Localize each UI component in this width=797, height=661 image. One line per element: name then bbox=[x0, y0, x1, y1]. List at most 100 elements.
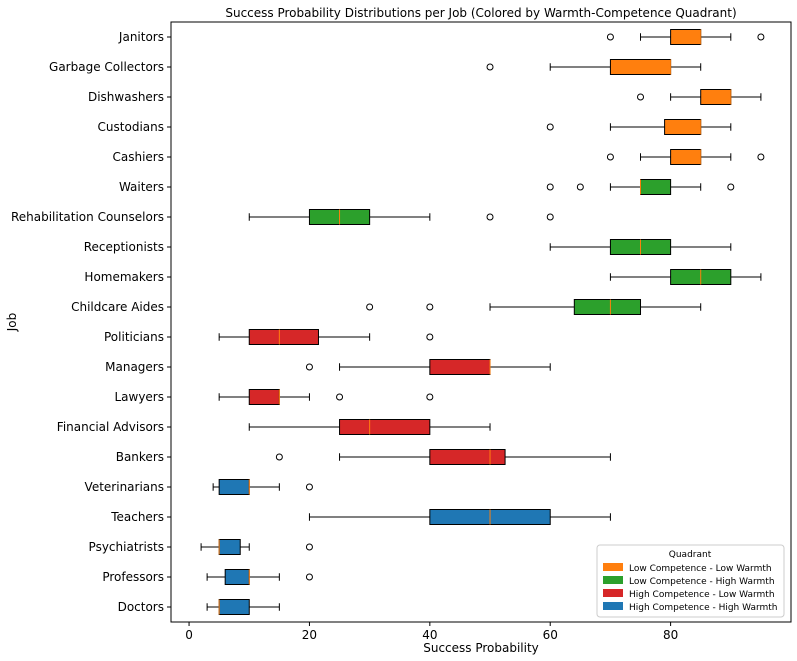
legend-item: High Competence - Low Warmth bbox=[603, 589, 775, 600]
box-doctors bbox=[206, 599, 280, 615]
box-iqr bbox=[700, 89, 732, 105]
legend-swatch bbox=[603, 589, 623, 597]
outlier-point bbox=[305, 543, 313, 551]
outlier-point bbox=[305, 573, 313, 581]
box-iqr bbox=[224, 569, 250, 585]
box-bankers bbox=[275, 449, 611, 465]
box-iqr bbox=[664, 119, 702, 135]
outlier-point bbox=[546, 213, 554, 221]
plot-frame bbox=[170, 21, 792, 623]
y-tick-label: Janitors bbox=[118, 30, 164, 44]
box-garbage-collectors bbox=[486, 59, 702, 75]
box-managers bbox=[305, 359, 551, 375]
box-iqr bbox=[670, 149, 702, 165]
y-tick-label: Waiters bbox=[119, 180, 164, 194]
legend-title: Quadrant bbox=[669, 550, 712, 560]
legend: Quadrant Low Competence - Low Warmth Low … bbox=[596, 544, 785, 618]
y-axis: Janitors Garbage Collectors Dishwashers Cus… bbox=[11, 30, 171, 614]
box-iqr bbox=[339, 419, 431, 435]
legend-item: High Competence - High Warmth bbox=[603, 602, 778, 613]
y-tick-label: Garbage Collectors bbox=[49, 60, 164, 74]
outlier-point bbox=[426, 393, 434, 401]
outlier-point bbox=[606, 153, 614, 161]
x-axis: 0 20 40 60 80 bbox=[185, 622, 678, 642]
box-financial-advisors bbox=[248, 419, 491, 435]
y-tick-label: Custodians bbox=[98, 120, 164, 134]
outlier-point bbox=[275, 453, 283, 461]
legend-item: Low Competence - High Warmth bbox=[603, 576, 775, 587]
y-tick-label: Financial Advisors bbox=[57, 420, 164, 434]
box-iqr bbox=[640, 179, 672, 195]
box-iqr bbox=[248, 389, 280, 405]
box-iqr bbox=[218, 479, 250, 495]
chart-title: Success Probability Distributions per Jo… bbox=[225, 6, 736, 20]
y-axis-label: Job bbox=[5, 313, 19, 333]
box-politicians bbox=[218, 329, 434, 345]
legend-label: High Competence - High Warmth bbox=[629, 603, 778, 613]
box-iqr bbox=[609, 59, 672, 75]
box-childcare-aides bbox=[366, 299, 702, 315]
box-iqr bbox=[670, 29, 702, 45]
boxes-layer bbox=[200, 29, 765, 615]
box-teachers bbox=[308, 509, 611, 525]
outlier-point bbox=[546, 123, 554, 131]
box-iqr bbox=[248, 329, 319, 345]
y-tick-label: Managers bbox=[105, 360, 164, 374]
outlier-point bbox=[606, 33, 614, 41]
outlier-point bbox=[426, 333, 434, 341]
y-tick-label: Lawyers bbox=[114, 390, 164, 404]
x-axis-label: Success Probability bbox=[423, 641, 539, 655]
x-tick-label: 20 bbox=[302, 628, 317, 642]
y-tick-label: Bankers bbox=[116, 450, 164, 464]
legend-item: Low Competence - Low Warmth bbox=[603, 563, 772, 574]
box-receptionists bbox=[549, 239, 732, 255]
box-psychiatrists bbox=[200, 539, 313, 555]
box-professors bbox=[206, 569, 313, 585]
legend-swatch bbox=[603, 576, 623, 584]
box-lawyers bbox=[218, 389, 434, 405]
box-iqr bbox=[573, 299, 642, 315]
y-tick-label: Doctors bbox=[118, 600, 164, 614]
y-tick-label: Receptionists bbox=[84, 240, 164, 254]
legend-swatch bbox=[603, 563, 623, 571]
outlier-point bbox=[757, 153, 765, 161]
outlier-point bbox=[486, 63, 494, 71]
outlier-point bbox=[546, 183, 554, 191]
outlier-point bbox=[727, 183, 735, 191]
box-iqr bbox=[429, 449, 506, 465]
legend-frame bbox=[596, 544, 785, 618]
outlier-point bbox=[305, 483, 313, 491]
outlier-point bbox=[486, 213, 494, 221]
box-custodians bbox=[546, 119, 732, 135]
y-tick-label: Dishwashers bbox=[88, 90, 164, 104]
x-tick-label: 40 bbox=[422, 628, 437, 642]
outlier-point bbox=[576, 183, 584, 191]
outlier-point bbox=[366, 303, 374, 311]
box-veterinarians bbox=[212, 479, 313, 495]
box-janitors bbox=[606, 29, 765, 45]
legend-swatch bbox=[603, 602, 623, 610]
y-tick-label: Rehabilitation Counselors bbox=[11, 210, 164, 224]
box-rehabilitation-counselors bbox=[248, 209, 554, 225]
y-tick-label: Homemakers bbox=[84, 270, 164, 284]
outlier-point bbox=[637, 93, 645, 101]
legend-label: Low Competence - High Warmth bbox=[629, 577, 775, 587]
box-dishwashers bbox=[637, 89, 762, 105]
outlier-point bbox=[305, 363, 313, 371]
box-iqr bbox=[218, 599, 250, 615]
y-tick-label: Politicians bbox=[104, 330, 164, 344]
x-tick-label: 0 bbox=[185, 628, 193, 642]
box-iqr bbox=[429, 359, 491, 375]
x-tick-label: 80 bbox=[663, 628, 678, 642]
y-tick-label: Psychiatrists bbox=[89, 540, 164, 554]
outlier-point bbox=[426, 303, 434, 311]
legend-label: High Competence - Low Warmth bbox=[629, 590, 775, 600]
box-cashiers bbox=[606, 149, 765, 165]
y-tick-label: Veterinarians bbox=[85, 480, 164, 494]
legend-label: Low Competence - Low Warmth bbox=[629, 564, 772, 574]
y-tick-label: Professors bbox=[102, 570, 164, 584]
x-tick-label: 60 bbox=[543, 628, 558, 642]
box-homemakers bbox=[609, 269, 762, 285]
box-iqr bbox=[218, 539, 241, 555]
